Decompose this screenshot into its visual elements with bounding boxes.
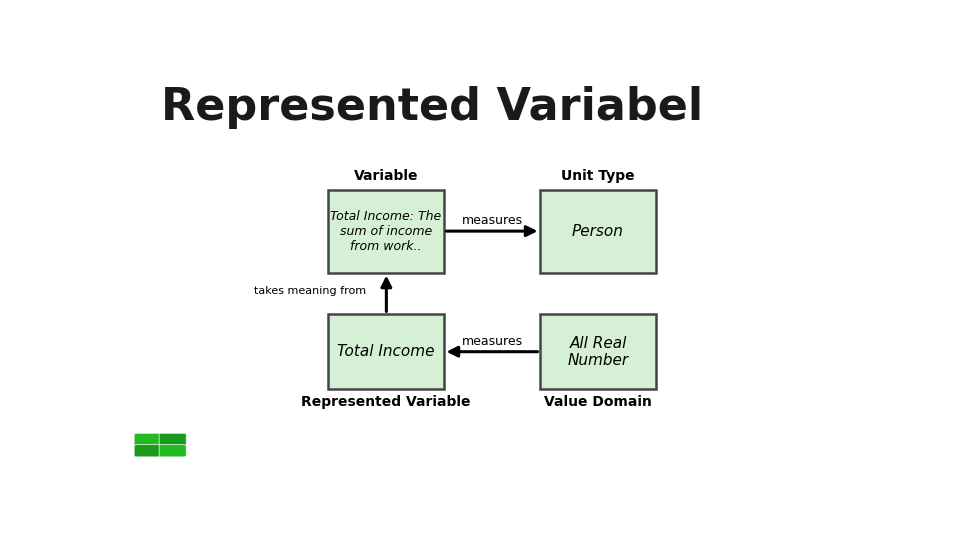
FancyBboxPatch shape [540, 190, 656, 273]
Text: measures: measures [462, 214, 522, 227]
Text: Person: Person [572, 224, 624, 239]
Text: Unit Type: Unit Type [562, 170, 635, 183]
FancyBboxPatch shape [134, 433, 161, 446]
Text: takes meaning from: takes meaning from [253, 286, 366, 296]
FancyBboxPatch shape [159, 433, 186, 446]
FancyBboxPatch shape [134, 444, 161, 457]
Text: measures: measures [462, 335, 522, 348]
FancyBboxPatch shape [328, 190, 444, 273]
FancyBboxPatch shape [159, 444, 186, 457]
Text: Value Domain: Value Domain [544, 395, 652, 409]
Text: Total Income: Total Income [337, 344, 435, 359]
Text: Total Income: The
sum of income
from work..: Total Income: The sum of income from wor… [330, 210, 442, 253]
FancyBboxPatch shape [540, 314, 656, 389]
Text: Represented Variable: Represented Variable [301, 395, 470, 409]
Text: Variable: Variable [353, 170, 419, 183]
Text: All Real
Number: All Real Number [567, 335, 629, 368]
Text: Represented Variabel: Represented Variabel [161, 85, 703, 129]
FancyBboxPatch shape [328, 314, 444, 389]
